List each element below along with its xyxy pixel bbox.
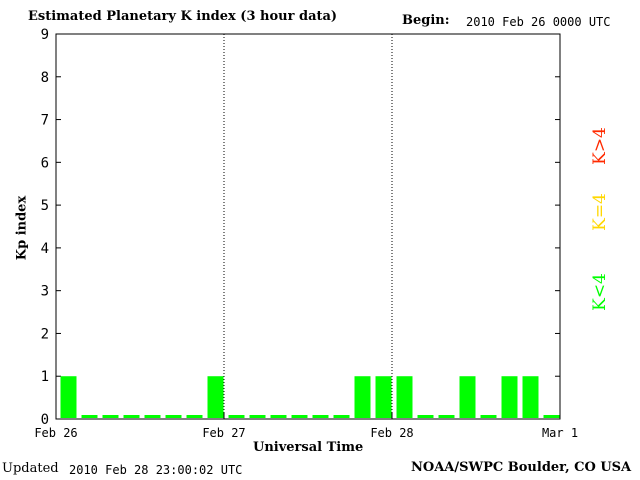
plot-frame [55, 33, 561, 420]
x-tick-label: Mar 1 [542, 426, 578, 440]
updated-value: 2010 Feb 28 23:00:02 UTC [69, 463, 243, 477]
kp-bar [81, 415, 98, 418]
x-tick-label: Feb 28 [370, 426, 413, 440]
kp-bar [123, 415, 140, 418]
chart-title: Estimated Planetary K index (3 hour data… [28, 9, 338, 24]
kp-bar [354, 376, 371, 418]
kp-bar [186, 415, 203, 418]
y-tick-label: 7 [41, 113, 49, 129]
y-tick-label: 5 [41, 198, 49, 214]
kp-bar [417, 415, 434, 418]
y-tick-label: 0 [41, 412, 49, 428]
kp-bar [438, 415, 455, 418]
kp-bar [228, 415, 245, 418]
kp-bar [522, 376, 539, 418]
kp-bar [60, 376, 77, 418]
kp-bar [543, 415, 560, 418]
kp-bar [207, 376, 224, 418]
kp-bar [396, 376, 413, 418]
kp-bar [291, 415, 308, 418]
kp-bar [144, 415, 161, 418]
kp-bar [459, 376, 476, 418]
kp-bar [312, 415, 329, 418]
kp-bar [249, 415, 266, 418]
kp-bar [375, 376, 392, 418]
x-axis-label: Universal Time [253, 440, 364, 455]
kp-bar [102, 415, 119, 418]
legend-item-k-equal-4: K=4 [590, 193, 610, 231]
x-tick-label: Feb 26 [34, 426, 77, 440]
kp-bar [501, 376, 518, 418]
credit-text: NOAA/SWPC Boulder, CO USA [411, 460, 632, 475]
kp-bar [165, 415, 182, 418]
x-tick-label: Feb 27 [202, 426, 245, 440]
legend-item-k-less-4: K<4 [590, 273, 610, 311]
updated-label: Updated [2, 461, 59, 476]
kp-bar [270, 415, 287, 418]
y-tick-label: 8 [41, 70, 49, 86]
kp-bar [480, 415, 497, 418]
y-axis-label: Kp index [14, 195, 30, 261]
y-tick-label: 1 [41, 369, 49, 385]
y-tick-label: 9 [41, 27, 49, 43]
y-tick-label: 3 [41, 284, 49, 300]
y-tick-label: 6 [41, 155, 49, 171]
begin-label: Begin: [402, 13, 450, 28]
y-tick-label: 4 [41, 241, 49, 257]
begin-value: 2010 Feb 26 0000 UTC [466, 15, 611, 29]
legend-item-k-greater-4: K>4 [590, 127, 610, 165]
y-tick-label: 2 [41, 326, 49, 342]
kp-bar [333, 415, 350, 418]
